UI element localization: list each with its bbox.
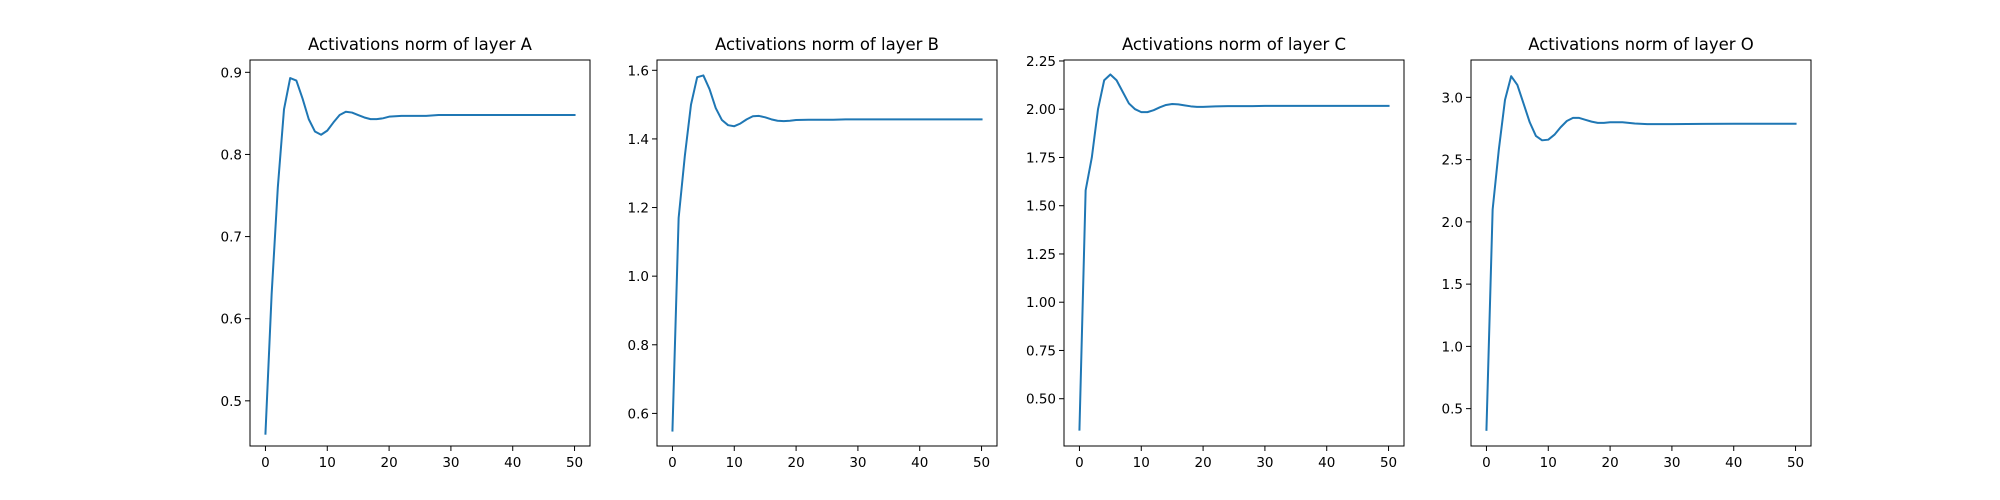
x-tick-label: 0 — [261, 455, 270, 471]
x-tick-label: 40 — [1725, 455, 1742, 471]
chart-title: Activations norm of layer B — [715, 35, 939, 54]
y-tick-label: 1.0 — [1442, 339, 1463, 355]
x-tick-label: 20 — [380, 455, 397, 471]
x-tick-label: 20 — [1601, 455, 1618, 471]
axes-frame — [656, 59, 998, 447]
chart-title: Activations norm of layer A — [308, 35, 533, 54]
x-tick-label: 30 — [442, 455, 459, 471]
y-tick-label: 0.8 — [221, 147, 242, 163]
x-tick-label: 10 — [726, 455, 743, 471]
x-tick-label: 10 — [1540, 455, 1557, 471]
chart-panel-2: Activations norm of layer C 0 10 20 30 40 50 0.… — [1026, 35, 1405, 471]
y-tick-label: 0.6 — [628, 406, 649, 422]
y-tick-label: 0.9 — [221, 65, 242, 81]
y-tick-label: 1.50 — [1026, 199, 1056, 215]
axes-frame — [1063, 59, 1405, 447]
y-tick-label: 0.8 — [628, 338, 649, 354]
y-tick-label: 1.4 — [628, 132, 649, 148]
y-tick-label: 1.00 — [1026, 295, 1056, 311]
chart-panel-0: Activations norm of layer A 0 10 20 30 40 50 0.… — [221, 35, 591, 471]
y-tick-label: 3.0 — [1442, 90, 1463, 106]
chart-title: Activations norm of layer C — [1122, 35, 1346, 54]
y-tick-label: 1.75 — [1026, 150, 1056, 166]
y-tick-label: 0.50 — [1026, 392, 1056, 408]
x-tick-label: 10 — [1133, 455, 1150, 471]
y-tick-label: 0.6 — [221, 312, 242, 328]
x-tick-label: 30 — [1663, 455, 1680, 471]
series-line-1-0 — [671, 74, 983, 432]
y-tick-label: 1.5 — [1442, 277, 1463, 293]
x-tick-label: 50 — [1787, 455, 1804, 471]
x-tick-label: 20 — [787, 455, 804, 471]
x-tick-label: 10 — [319, 455, 336, 471]
x-tick-label: 0 — [1075, 455, 1084, 471]
y-tick-label: 2.00 — [1026, 102, 1056, 118]
y-tick-label: 1.0 — [628, 269, 649, 285]
y-tick-label: 2.0 — [1442, 215, 1463, 231]
chart-panel-1: Activations norm of layer B 0 10 20 30 40 50 0.… — [628, 35, 998, 471]
x-tick-label: 0 — [668, 455, 677, 471]
x-tick-label: 0 — [1482, 455, 1491, 471]
y-tick-label: 0.75 — [1026, 343, 1056, 359]
y-tick-label: 1.25 — [1026, 247, 1056, 263]
series-line-2-0 — [1078, 73, 1390, 431]
x-tick-label: 50 — [566, 455, 583, 471]
x-tick-label: 40 — [1318, 455, 1335, 471]
x-tick-label: 50 — [973, 455, 990, 471]
series-line-3-0 — [1485, 75, 1797, 431]
series-line-0-0 — [264, 77, 576, 435]
x-tick-label: 50 — [1380, 455, 1397, 471]
y-tick-label: 1.2 — [628, 201, 649, 217]
x-tick-label: 30 — [849, 455, 866, 471]
axes-frame — [249, 59, 591, 447]
axes-frame — [1470, 59, 1812, 447]
chart-panel-3: Activations norm of layer O 0 10 20 30 40 50 0.… — [1442, 35, 1812, 471]
y-tick-label: 2.25 — [1026, 54, 1056, 70]
x-tick-label: 20 — [1194, 455, 1211, 471]
y-tick-label: 0.7 — [221, 230, 242, 246]
chart-title: Activations norm of layer O — [1528, 35, 1754, 54]
y-tick-label: 2.5 — [1442, 153, 1463, 169]
y-tick-label: 1.6 — [628, 63, 649, 79]
y-tick-label: 0.5 — [1442, 402, 1463, 418]
x-tick-label: 40 — [504, 455, 521, 471]
y-tick-label: 0.5 — [221, 394, 242, 410]
x-tick-label: 30 — [1256, 455, 1273, 471]
x-tick-label: 40 — [911, 455, 928, 471]
